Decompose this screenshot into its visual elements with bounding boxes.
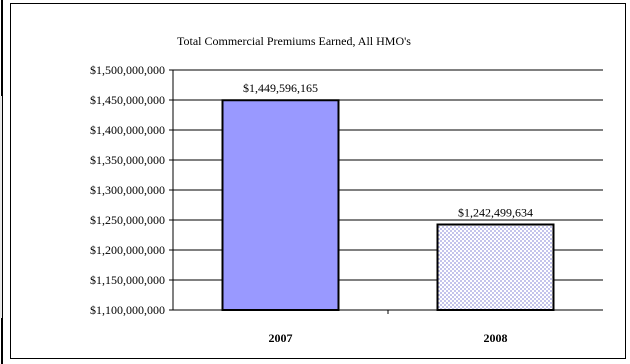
y-tick-label-4: $1,300,000,000 [90,183,165,197]
data-label-2008: $1,242,499,634 [458,206,533,220]
y-tick-label-3: $1,250,000,000 [90,213,165,227]
y-tick-label-8: $1,500,000,000 [90,63,165,77]
y-tick-label-0: $1,100,000,000 [90,303,165,317]
y-tick-label-2: $1,200,000,000 [90,243,165,257]
chart-title: Total Commercial Premiums Earned, All HM… [177,34,411,48]
bar-layer [221,99,555,312]
bar-2007 [221,99,340,312]
x-tick-label-2008: 2008 [484,331,508,345]
label-layer: $1,100,000,000 $1,150,000,000 $1,200,000,0… [90,63,533,345]
data-label-2007: $1,449,596,165 [243,81,318,95]
left-panel-strip [0,96,3,318]
y-tick-label-7: $1,450,000,000 [90,93,165,107]
bar-2008 [436,223,555,311]
y-tick-label-5: $1,350,000,000 [90,153,165,167]
y-tick-label-1: $1,150,000,000 [90,273,165,287]
y-tick-label-6: $1,400,000,000 [90,123,165,137]
x-tick-label-2007: 2007 [269,331,293,345]
